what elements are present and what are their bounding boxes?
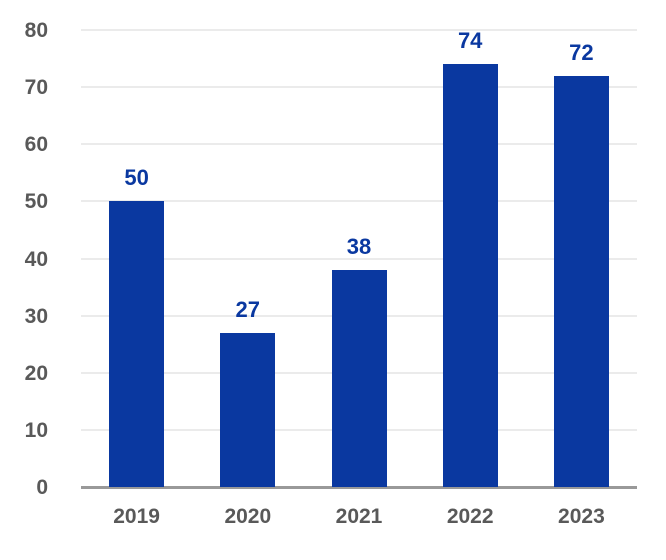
bar-value-label: 27 — [235, 296, 261, 322]
bar-value-label: 74 — [457, 28, 483, 54]
x-tick-label: 2020 — [224, 505, 272, 528]
bar-value-label: 38 — [346, 233, 372, 259]
gridline — [81, 29, 637, 31]
bar-2023 — [553, 75, 609, 487]
y-tick-label: 60 — [24, 133, 48, 157]
x-tick-label: 2021 — [335, 505, 383, 528]
y-tick-label: 10 — [24, 418, 48, 442]
bar-2019 — [109, 201, 165, 487]
y-tick-label: 80 — [24, 19, 48, 42]
bar-2022 — [442, 64, 498, 487]
bar-2021 — [331, 269, 387, 487]
x-tick-label: 2022 — [446, 505, 494, 528]
x-tick-label: 2019 — [113, 505, 160, 528]
gridline — [81, 86, 637, 89]
gridline — [81, 200, 637, 203]
y-tick-label: 40 — [24, 247, 48, 271]
y-tick-label: 70 — [24, 76, 48, 100]
y-tick-label: 0 — [36, 476, 48, 499]
x-tick-label: 2023 — [558, 505, 605, 528]
gridline — [81, 257, 637, 260]
y-tick-label: 50 — [24, 190, 48, 214]
bar-value-label: 72 — [569, 39, 594, 65]
bar-value-label: 50 — [124, 165, 149, 191]
y-tick-label: 20 — [24, 361, 48, 385]
x-axis-line — [81, 486, 637, 489]
gridline — [81, 143, 637, 146]
y-tick-label: 30 — [24, 304, 48, 328]
bar-2020 — [220, 332, 276, 487]
